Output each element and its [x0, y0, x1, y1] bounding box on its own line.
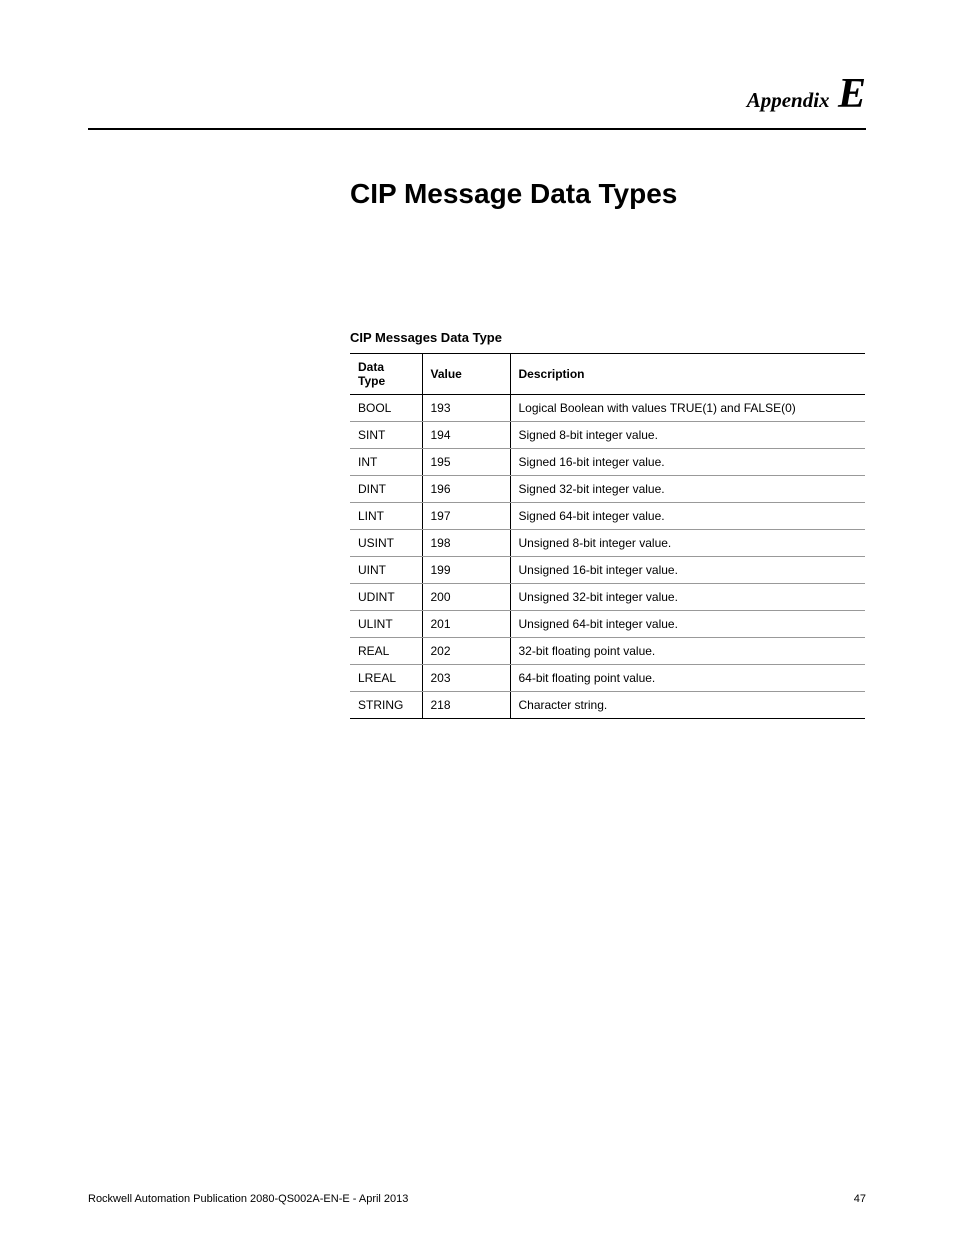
table-cell: Unsigned 64-bit integer value. [510, 611, 865, 638]
table-cell: 201 [422, 611, 510, 638]
table-header-cell: Description [510, 354, 865, 395]
table-row: LINT197Signed 64-bit integer value. [350, 503, 865, 530]
table-cell: REAL [350, 638, 422, 665]
data-types-table: Data Type Value Description BOOL193Logic… [350, 353, 865, 719]
table-cell: 202 [422, 638, 510, 665]
table-cell: 193 [422, 395, 510, 422]
table-cell: 218 [422, 692, 510, 719]
table-row: ULINT201Unsigned 64-bit integer value. [350, 611, 865, 638]
table-cell: 200 [422, 584, 510, 611]
table-cell: LINT [350, 503, 422, 530]
table-cell: 197 [422, 503, 510, 530]
table-cell: Signed 8-bit integer value. [510, 422, 865, 449]
table-cell: LREAL [350, 665, 422, 692]
table-caption: CIP Messages Data Type [350, 330, 866, 345]
table-row: USINT198Unsigned 8-bit integer value. [350, 530, 865, 557]
table-row: DINT196Signed 32-bit integer value. [350, 476, 865, 503]
page-footer: Rockwell Automation Publication 2080-QS0… [88, 1193, 866, 1205]
table-row: UINT199Unsigned 16-bit integer value. [350, 557, 865, 584]
table-cell: Signed 32-bit integer value. [510, 476, 865, 503]
table-cell: 194 [422, 422, 510, 449]
page-title: CIP Message Data Types [350, 178, 866, 210]
table-cell: Character string. [510, 692, 865, 719]
table-cell: 198 [422, 530, 510, 557]
table-cell: USINT [350, 530, 422, 557]
table-cell: 203 [422, 665, 510, 692]
table-cell: ULINT [350, 611, 422, 638]
table-cell: STRING [350, 692, 422, 719]
table-cell: 64-bit floating point value. [510, 665, 865, 692]
table-header-cell: Data Type [350, 354, 422, 395]
table-cell: SINT [350, 422, 422, 449]
appendix-letter: E [838, 71, 866, 117]
table-cell: Signed 16-bit integer value. [510, 449, 865, 476]
table-cell: Signed 64-bit integer value. [510, 503, 865, 530]
table-cell: Unsigned 16-bit integer value. [510, 557, 865, 584]
table-cell: Unsigned 8-bit integer value. [510, 530, 865, 557]
table-row: STRING218Character string. [350, 692, 865, 719]
table-cell: Logical Boolean with values TRUE(1) and … [510, 395, 865, 422]
table-cell: 199 [422, 557, 510, 584]
table-cell: UINT [350, 557, 422, 584]
table-cell: 195 [422, 449, 510, 476]
table-cell: Unsigned 32-bit integer value. [510, 584, 865, 611]
table-row: SINT194Signed 8-bit integer value. [350, 422, 865, 449]
document-page: Appendix E CIP Message Data Types CIP Me… [0, 0, 954, 1235]
table-header-row: Data Type Value Description [350, 354, 865, 395]
publication-info: Rockwell Automation Publication 2080-QS0… [88, 1193, 408, 1205]
page-number: 47 [854, 1193, 866, 1205]
table-cell: 196 [422, 476, 510, 503]
table-row: LREAL20364-bit floating point value. [350, 665, 865, 692]
table-row: INT195Signed 16-bit integer value. [350, 449, 865, 476]
page-header: Appendix E [88, 70, 866, 130]
table-row: REAL20232-bit floating point value. [350, 638, 865, 665]
table-row: UDINT200Unsigned 32-bit integer value. [350, 584, 865, 611]
table-cell: 32-bit floating point value. [510, 638, 865, 665]
table-cell: UDINT [350, 584, 422, 611]
table-header-cell: Value [422, 354, 510, 395]
table-row: BOOL193Logical Boolean with values TRUE(… [350, 395, 865, 422]
table-cell: BOOL [350, 395, 422, 422]
table-cell: INT [350, 449, 422, 476]
appendix-label: Appendix [747, 88, 830, 112]
table-cell: DINT [350, 476, 422, 503]
